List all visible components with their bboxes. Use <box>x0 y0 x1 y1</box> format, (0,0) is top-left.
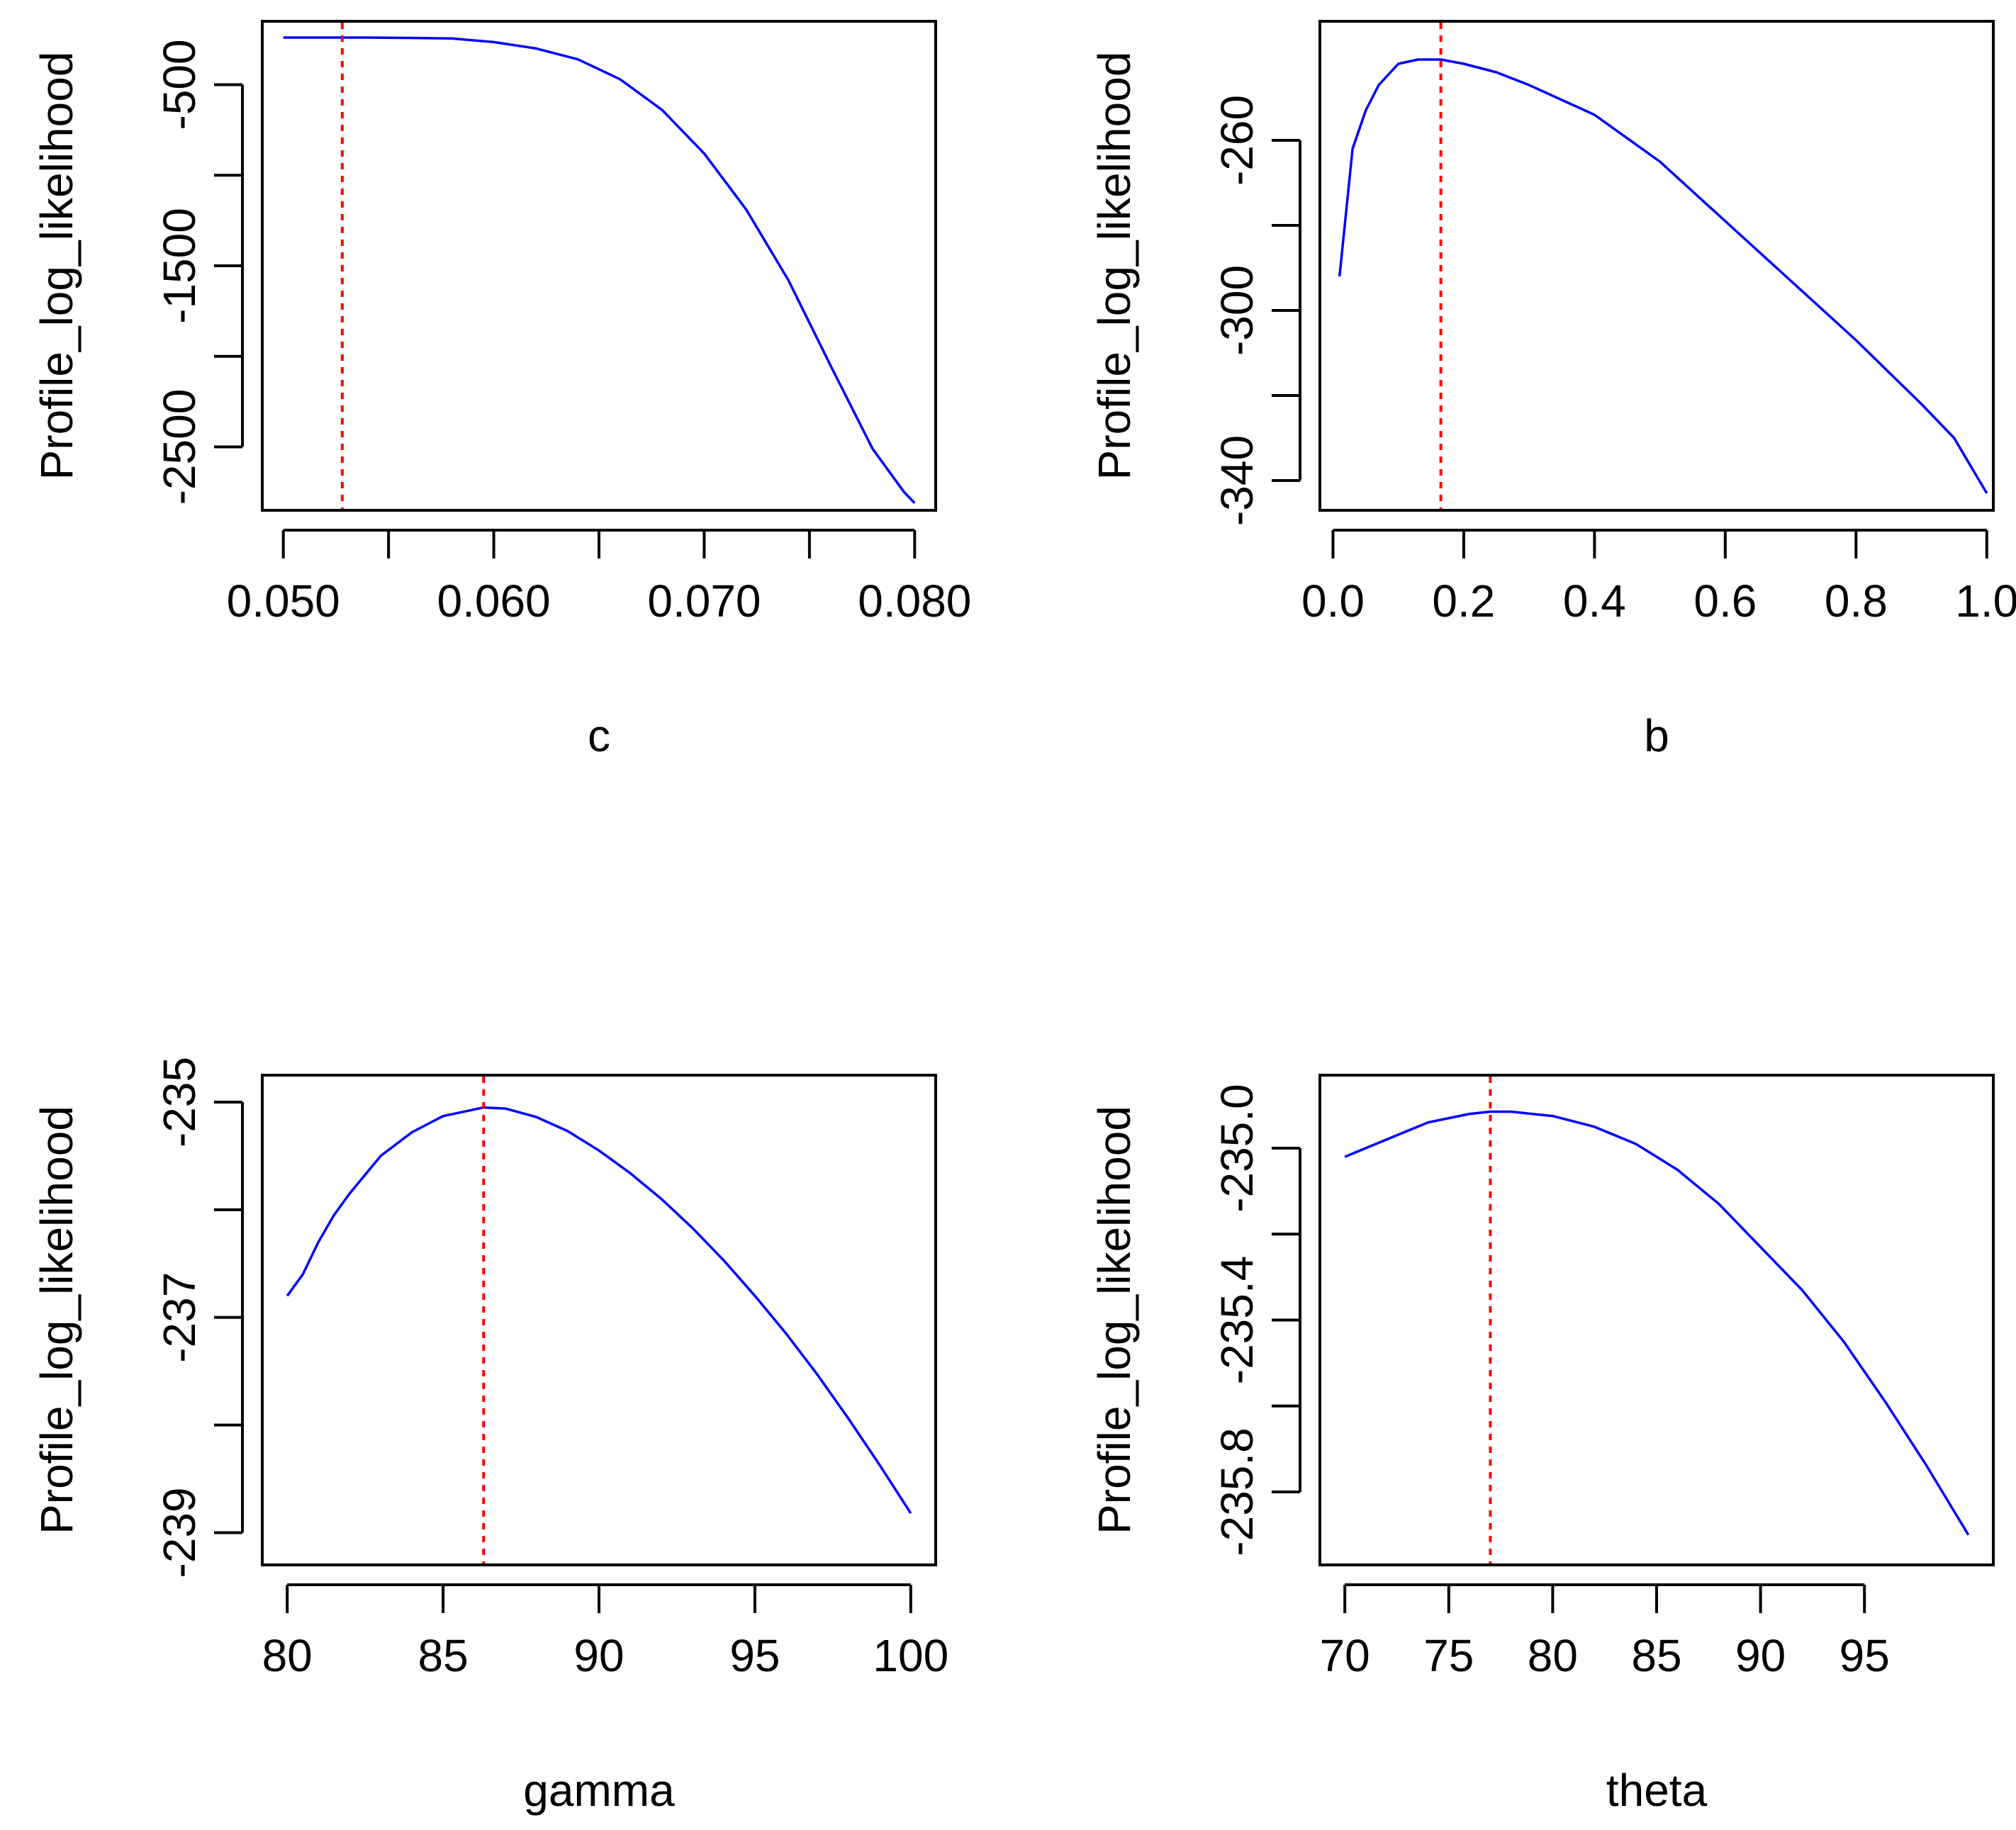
plot-frame <box>1318 1074 1995 1566</box>
x-tick-label: 80 <box>262 1630 313 1681</box>
x-tick-label: 0.6 <box>1693 576 1757 627</box>
y-tick-label: -340 <box>1211 435 1262 526</box>
profile-curve <box>286 1106 912 1515</box>
x-tick-label: 0.080 <box>858 576 971 627</box>
x-axis-label: theta <box>1606 1765 1708 1816</box>
x-tick-label: 95 <box>729 1630 780 1681</box>
y-tick-label: -235.4 <box>1211 1256 1262 1384</box>
x-tick-label: 0.4 <box>1563 576 1626 627</box>
x-axis-label: c <box>588 710 610 761</box>
y-axis: -235 -237 -239 <box>154 1057 244 1578</box>
x-tick-label: 0.8 <box>1825 576 1888 627</box>
x-tick-label: 90 <box>1735 1630 1786 1681</box>
plot-frame <box>261 20 937 512</box>
y-tick-label: -235.8 <box>1211 1427 1262 1556</box>
y-axis-label: Profile_log_likelihood <box>1089 1106 1140 1534</box>
plot-frame <box>261 1074 937 1566</box>
plot-frame <box>1318 20 1995 512</box>
x-axis: 70 75 80 85 90 95 <box>1320 1583 1890 1681</box>
y-axis: -500 -1500 -2500 <box>154 39 244 505</box>
y-tick-label: -2500 <box>154 389 205 505</box>
panel-2: 0.0 0.2 0.4 0.6 0.8 1.0 b -260 -300 -340 Profile_l… <box>1089 20 2016 761</box>
x-tick-label: 0.050 <box>227 576 340 627</box>
y-tick-label: -500 <box>154 39 205 130</box>
y-axis-label: Profile_log_likelihood <box>31 1106 82 1534</box>
x-tick-label: 0.0 <box>1301 576 1365 627</box>
x-tick-label: 85 <box>1631 1630 1681 1681</box>
y-tick-label: -260 <box>1211 95 1262 186</box>
x-tick-label: 95 <box>1839 1630 1890 1681</box>
x-axis-label: b <box>1644 710 1669 761</box>
y-axis-label: Profile_log_likelihood <box>31 52 82 481</box>
x-tick-label: 0.2 <box>1432 576 1495 627</box>
x-tick-label: 0.060 <box>437 576 550 627</box>
x-tick-label: 0.070 <box>647 576 761 627</box>
x-axis-label: gamma <box>523 1765 675 1816</box>
y-tick-label: -1500 <box>154 208 205 324</box>
y-tick-label: -237 <box>154 1272 205 1363</box>
x-axis: 0.0 0.2 0.4 0.6 0.8 1.0 <box>1301 529 2016 627</box>
x-tick-label: 85 <box>418 1630 468 1681</box>
profile-curve <box>1344 1110 1970 1536</box>
x-tick-label: 70 <box>1320 1630 1370 1681</box>
y-axis: -260 -300 -340 <box>1211 95 1301 526</box>
y-tick-label: -235 <box>154 1057 205 1147</box>
x-axis: 0.050 0.060 0.070 0.080 <box>227 529 971 627</box>
x-tick-label: 1.0 <box>1955 576 2016 627</box>
panel-1: 0.050 0.060 0.070 0.080 c -500 -1500 -2500 Profi… <box>31 20 971 761</box>
x-tick-label: 100 <box>873 1630 948 1681</box>
y-tick-label: -239 <box>154 1487 205 1578</box>
x-tick-label: 90 <box>573 1630 624 1681</box>
panel-3: 80 85 90 95 100 gamma -235 -237 -239 Profile_log_… <box>31 1057 948 1816</box>
profile-curve <box>283 36 916 505</box>
x-tick-label: 80 <box>1528 1630 1578 1681</box>
x-axis: 80 85 90 95 100 <box>262 1583 948 1681</box>
y-axis-label: Profile_log_likelihood <box>1089 52 1140 481</box>
y-tick-label: -300 <box>1211 265 1262 356</box>
panel-4: 70 75 80 85 90 95 theta -235.0 -235.4 -235.8 Profi… <box>1089 1074 1995 1816</box>
y-tick-label: -235.0 <box>1211 1084 1262 1212</box>
profile-curve <box>1338 58 1988 494</box>
y-axis: -235.0 -235.4 -235.8 <box>1211 1084 1301 1556</box>
x-tick-label: 75 <box>1423 1630 1474 1681</box>
